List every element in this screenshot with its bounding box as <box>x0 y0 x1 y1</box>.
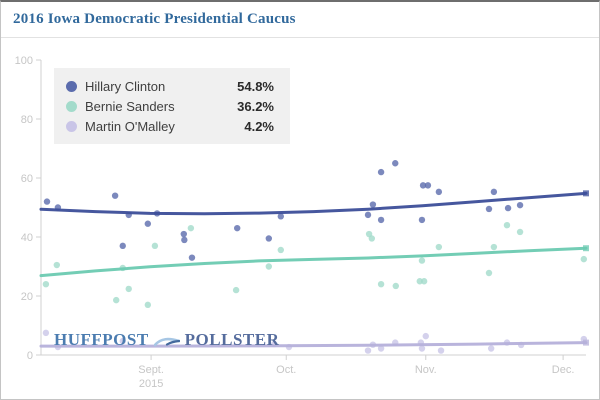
x-tick-sublabel: 2015 <box>139 378 163 390</box>
sanders-poll-point[interactable] <box>418 257 426 264</box>
legend-item: Bernie Sanders 36.2% <box>66 96 274 116</box>
legend-item: Martin O'Malley 4.2% <box>66 116 274 136</box>
sanders-poll-point[interactable] <box>125 285 132 293</box>
omalley-trend-endpoint[interactable] <box>583 339 589 346</box>
clinton-poll-point[interactable] <box>424 182 432 189</box>
y-tick-label: 40 <box>21 232 33 244</box>
x-tick-label: Sept. <box>138 364 164 376</box>
x-tick-label: Nov. <box>415 364 437 376</box>
clinton-trend-line[interactable] <box>39 191 588 216</box>
series-swatch-icon <box>66 120 77 132</box>
clinton-poll-point[interactable] <box>516 201 524 209</box>
sanders-poll-point[interactable] <box>151 242 159 250</box>
huffpost-wordmark: HUFFPOST <box>54 330 149 349</box>
sanders-poll-point[interactable] <box>187 224 195 232</box>
legend: Hillary Clinton 54.8% Bernie Sanders 36.2% M… <box>54 68 290 144</box>
sanders-poll-point[interactable] <box>377 281 385 288</box>
page-title: 2016 Iowa Democratic Presidential Caucus <box>13 11 296 27</box>
sanders-poll-point[interactable] <box>113 296 120 304</box>
clinton-poll-point[interactable] <box>111 192 119 199</box>
clinton-poll-point[interactable] <box>392 160 399 167</box>
legend-label: Martin O'Malley <box>85 118 175 134</box>
y-tick-label: 20 <box>21 291 33 303</box>
sanders-poll-point[interactable] <box>503 222 511 229</box>
series-swatch-icon <box>66 80 77 92</box>
y-tick-label: 0 <box>27 350 33 362</box>
y-tick-label: 100 <box>15 55 33 67</box>
clinton-poll-point[interactable] <box>188 254 196 261</box>
sanders-poll-point[interactable] <box>277 246 284 254</box>
omalley-poll-point[interactable] <box>377 345 385 352</box>
clinton-poll-point[interactable] <box>364 211 372 219</box>
omalley-poll-point[interactable] <box>418 345 426 352</box>
sanders-trend-endpoint[interactable] <box>583 245 589 252</box>
clinton-poll-point[interactable] <box>485 205 493 213</box>
sanders-poll-point[interactable] <box>368 235 376 242</box>
clinton-poll-point[interactable] <box>43 198 51 205</box>
omalley-poll-point[interactable] <box>364 347 372 354</box>
pollster-wordmark: POLLSTER <box>184 330 280 349</box>
x-tick-label: Oct. <box>276 364 296 376</box>
sanders-poll-point[interactable] <box>42 281 50 288</box>
clinton-poll-point[interactable] <box>418 216 426 224</box>
omalley-poll-point[interactable] <box>42 329 50 337</box>
legend-value: 36.2% <box>237 98 274 114</box>
series-swatch-icon <box>66 100 77 112</box>
omalley-poll-point[interactable] <box>422 332 429 340</box>
clinton-poll-point[interactable] <box>265 235 273 242</box>
clinton-poll-point[interactable] <box>435 188 443 196</box>
clinton-poll-point[interactable] <box>419 182 427 189</box>
omalley-poll-point[interactable] <box>437 347 445 354</box>
clinton-poll-point[interactable] <box>377 216 385 224</box>
sanders-trend-line[interactable] <box>39 246 588 278</box>
clinton-poll-point[interactable] <box>119 242 126 250</box>
clinton-poll-point[interactable] <box>234 224 241 232</box>
sanders-poll-point[interactable] <box>490 243 498 251</box>
sanders-poll-point[interactable] <box>144 301 152 309</box>
sanders-poll-point[interactable] <box>516 228 524 236</box>
omalley-poll-point[interactable] <box>119 337 126 345</box>
clinton-poll-point[interactable] <box>180 230 187 238</box>
legend-value: 4.2% <box>244 118 274 134</box>
legend-item: Hillary Clinton 54.8% <box>66 76 274 96</box>
sanders-poll-point[interactable] <box>485 269 493 277</box>
clinton-poll-point[interactable] <box>504 204 512 212</box>
sanders-poll-point[interactable] <box>420 278 428 285</box>
sanders-poll-point[interactable] <box>580 255 588 263</box>
sanders-poll-point[interactable] <box>392 282 399 290</box>
sanders-poll-point[interactable] <box>435 243 443 251</box>
clinton-poll-point[interactable] <box>377 168 385 176</box>
omalley-poll-point[interactable] <box>487 345 495 352</box>
clinton-poll-point[interactable] <box>277 213 284 220</box>
sanders-poll-point[interactable] <box>232 286 240 294</box>
clinton-poll-point[interactable] <box>369 201 377 208</box>
clinton-poll-point[interactable] <box>490 188 498 196</box>
x-tick-label: Dec. <box>552 364 575 376</box>
legend-value: 54.8% <box>237 78 274 94</box>
pollster-logo: HUFFPOST POLLSTER <box>54 330 279 350</box>
sanders-poll-point[interactable] <box>53 261 61 269</box>
clinton-poll-point[interactable] <box>144 220 152 227</box>
legend-label: Hillary Clinton <box>85 78 166 94</box>
y-tick-label: 80 <box>21 114 33 126</box>
pollster-swoosh-icon <box>153 337 180 346</box>
legend-label: Bernie Sanders <box>85 98 175 114</box>
y-tick-label: 60 <box>21 173 33 185</box>
sanders-poll-point[interactable] <box>265 263 273 270</box>
clinton-trend-endpoint[interactable] <box>583 190 589 197</box>
clinton-poll-point[interactable] <box>181 236 188 244</box>
omalley-trend-line[interactable] <box>39 341 588 348</box>
chart-header: 2016 Iowa Democratic Presidential Caucus <box>1 2 599 38</box>
